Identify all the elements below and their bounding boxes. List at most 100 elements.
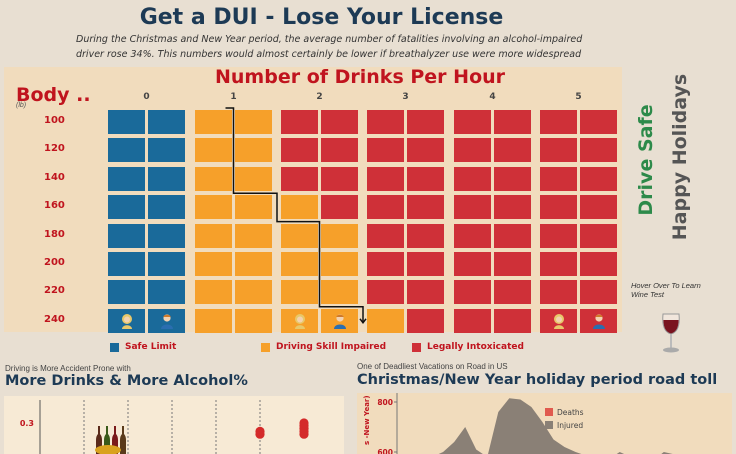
grid-cell-intox[interactable] bbox=[454, 223, 491, 248]
grid-cell-intox[interactable] bbox=[407, 280, 444, 305]
grid-cell-safe[interactable] bbox=[148, 195, 185, 220]
grid-cell-intox[interactable] bbox=[407, 195, 444, 220]
grid-cell-impaired[interactable] bbox=[195, 280, 232, 305]
grid-cell-intox[interactable] bbox=[494, 138, 531, 163]
grid-cell-intox[interactable] bbox=[321, 195, 358, 220]
grid-cell-intox[interactable] bbox=[407, 308, 444, 333]
grid-cell-intox[interactable] bbox=[494, 280, 531, 305]
grid-cell-intox[interactable] bbox=[367, 280, 404, 305]
female-person-cell[interactable] bbox=[540, 309, 577, 333]
grid-cell-intox[interactable] bbox=[540, 166, 577, 191]
grid-cell-impaired[interactable] bbox=[235, 280, 272, 305]
grid-cell-intox[interactable] bbox=[407, 166, 444, 191]
grid-cell-safe[interactable] bbox=[108, 138, 145, 163]
grid-cell-intox[interactable] bbox=[454, 138, 491, 163]
grid-cell-intox[interactable] bbox=[454, 110, 491, 134]
grid-cell-intox[interactable] bbox=[281, 138, 318, 163]
grid-cell-impaired[interactable] bbox=[235, 195, 272, 220]
grid-cell-intox[interactable] bbox=[407, 252, 444, 276]
grid-cell-safe[interactable] bbox=[148, 223, 185, 248]
grid-cell-safe[interactable] bbox=[148, 280, 185, 305]
grid-cell-intox[interactable] bbox=[494, 110, 531, 134]
grid-cell-impaired[interactable] bbox=[321, 252, 358, 276]
grid-cell-intox[interactable] bbox=[407, 138, 444, 163]
grid-cell-safe[interactable] bbox=[148, 252, 185, 276]
grid-cell-safe[interactable] bbox=[148, 138, 185, 163]
grid-cell-intox[interactable] bbox=[367, 195, 404, 220]
scatter-point[interactable] bbox=[299, 418, 309, 428]
grid-cell-intox[interactable] bbox=[367, 252, 404, 276]
grid-cell-impaired[interactable] bbox=[235, 252, 272, 276]
grid-cell-impaired[interactable] bbox=[235, 223, 272, 248]
grid-cell-intox[interactable] bbox=[580, 280, 617, 305]
grid-cell-safe[interactable] bbox=[148, 166, 185, 191]
grid-cell-safe[interactable] bbox=[108, 195, 145, 220]
grid-cell-safe[interactable] bbox=[108, 252, 145, 276]
female-person-cell[interactable] bbox=[281, 309, 318, 333]
grid-cell-impaired[interactable] bbox=[367, 308, 404, 333]
grid-cell-intox[interactable] bbox=[580, 138, 617, 163]
grid-cell-intox[interactable] bbox=[367, 166, 404, 191]
grid-cell-intox[interactable] bbox=[494, 223, 531, 248]
wine-glass-icon[interactable] bbox=[658, 312, 684, 354]
grid-cell-intox[interactable] bbox=[494, 195, 531, 220]
grid-cell-impaired[interactable] bbox=[235, 308, 272, 333]
grid-cell-safe[interactable] bbox=[108, 166, 145, 191]
grid-cell-intox[interactable] bbox=[367, 110, 404, 134]
grid-cell-intox[interactable] bbox=[321, 110, 358, 134]
scatter-point[interactable] bbox=[255, 426, 265, 436]
grid-cell-intox[interactable] bbox=[281, 166, 318, 191]
grid-cell-impaired[interactable] bbox=[195, 138, 232, 163]
grid-cell-impaired[interactable] bbox=[195, 195, 232, 220]
grid-cell-intox[interactable] bbox=[407, 223, 444, 248]
grid-cell-intox[interactable] bbox=[540, 138, 577, 163]
grid-cell-impaired[interactable] bbox=[195, 166, 232, 191]
grid-cell-intox[interactable] bbox=[580, 195, 617, 220]
grid-cell-intox[interactable] bbox=[454, 195, 491, 220]
weight-row-label-140: 140 bbox=[44, 171, 65, 183]
grid-cell-safe[interactable] bbox=[148, 110, 185, 134]
grid-cell-intox[interactable] bbox=[540, 252, 577, 276]
grid-cell-impaired[interactable] bbox=[281, 252, 318, 276]
grid-cell-intox[interactable] bbox=[540, 110, 577, 134]
grid-cell-intox[interactable] bbox=[321, 138, 358, 163]
male-person-cell[interactable] bbox=[321, 309, 358, 333]
male-person-cell[interactable] bbox=[148, 309, 185, 333]
grid-cell-impaired[interactable] bbox=[235, 166, 272, 191]
grid-cell-intox[interactable] bbox=[580, 166, 617, 191]
grid-cell-intox[interactable] bbox=[580, 252, 617, 276]
grid-cell-intox[interactable] bbox=[454, 308, 491, 333]
grid-cell-impaired[interactable] bbox=[321, 280, 358, 305]
grid-cell-impaired[interactable] bbox=[195, 110, 232, 134]
grid-cell-impaired[interactable] bbox=[281, 195, 318, 220]
grid-cell-intox[interactable] bbox=[454, 252, 491, 276]
grid-cell-safe[interactable] bbox=[108, 280, 145, 305]
grid-cell-intox[interactable] bbox=[494, 308, 531, 333]
grid-cell-intox[interactable] bbox=[367, 223, 404, 248]
grid-cell-impaired[interactable] bbox=[235, 138, 272, 163]
grid-cell-safe[interactable] bbox=[108, 223, 145, 248]
grid-cell-intox[interactable] bbox=[540, 223, 577, 248]
grid-cell-intox[interactable] bbox=[494, 166, 531, 191]
grid-cell-intox[interactable] bbox=[580, 110, 617, 134]
grid-cell-impaired[interactable] bbox=[321, 223, 358, 248]
grid-cell-intox[interactable] bbox=[580, 223, 617, 248]
grid-cell-impaired[interactable] bbox=[235, 110, 272, 134]
female-person-cell[interactable] bbox=[108, 309, 145, 333]
grid-cell-impaired[interactable] bbox=[195, 223, 232, 248]
male-person-cell[interactable] bbox=[580, 309, 617, 333]
grid-cell-intox[interactable] bbox=[407, 110, 444, 134]
grid-cell-intox[interactable] bbox=[454, 280, 491, 305]
grid-cell-intox[interactable] bbox=[281, 110, 318, 134]
grid-cell-intox[interactable] bbox=[454, 166, 491, 191]
grid-cell-intox[interactable] bbox=[367, 138, 404, 163]
grid-cell-impaired[interactable] bbox=[281, 280, 318, 305]
grid-cell-intox[interactable] bbox=[494, 252, 531, 276]
grid-cell-impaired[interactable] bbox=[281, 223, 318, 248]
grid-cell-impaired[interactable] bbox=[195, 308, 232, 333]
grid-cell-intox[interactable] bbox=[540, 195, 577, 220]
grid-cell-intox[interactable] bbox=[321, 166, 358, 191]
grid-cell-intox[interactable] bbox=[540, 280, 577, 305]
grid-cell-impaired[interactable] bbox=[195, 252, 232, 276]
grid-cell-safe[interactable] bbox=[108, 110, 145, 134]
